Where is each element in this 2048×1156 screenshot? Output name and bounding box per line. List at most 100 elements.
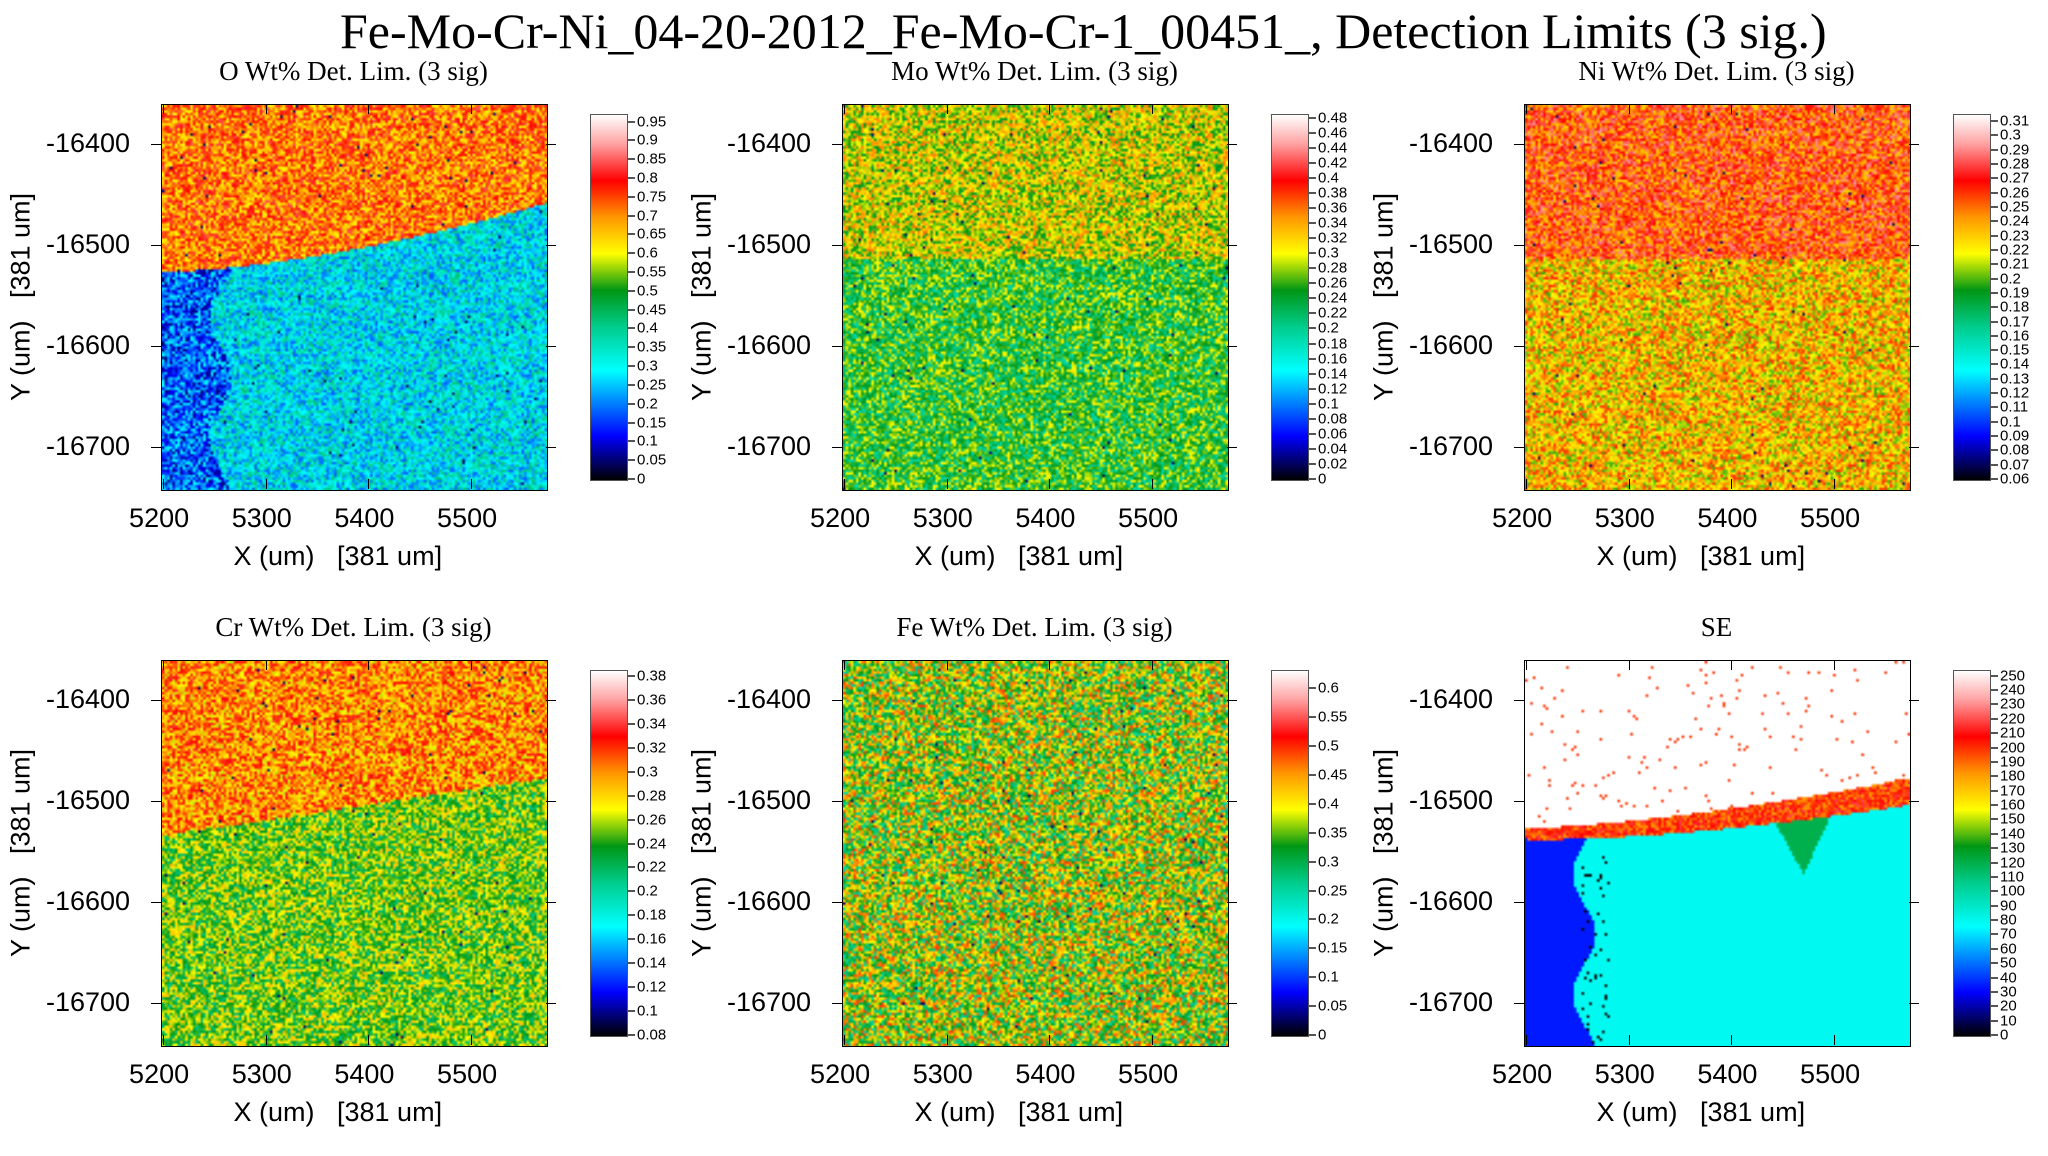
y-tick: [1227, 244, 1237, 246]
y-tick-label: -16500: [46, 784, 131, 815]
x-tick: [1834, 660, 1836, 670]
heatmap-image: [162, 105, 547, 490]
colorbar-tick: [628, 842, 635, 845]
x-tick: [368, 1035, 370, 1045]
x-tick: [1526, 104, 1528, 114]
colorbar-tick-label: 0.08: [2000, 441, 2030, 459]
colorbar-tick-label: 0.07: [2000, 456, 2030, 474]
colorbar-tick-label: 0.7: [637, 207, 658, 225]
x-tick: [471, 104, 473, 114]
colorbar-tick: [1991, 904, 1998, 907]
colorbar-tick-label: 240: [2000, 681, 2026, 699]
x-tick: [163, 479, 165, 489]
colorbar-tick-label: 0.22: [637, 858, 667, 876]
colorbar-tick-label: 0.17: [2000, 313, 2030, 331]
colorbar-tick-label: 0.65: [637, 225, 667, 243]
y-tick: [832, 1003, 842, 1005]
colorbar-tick: [1309, 357, 1316, 360]
heatmap-plot: [842, 104, 1229, 491]
y-tick: [151, 244, 161, 246]
x-tick: [946, 104, 948, 114]
colorbar-tick-label: 0.6: [637, 244, 658, 262]
y-tick: [1909, 902, 1919, 904]
y-tick-label: -16500: [727, 784, 812, 815]
colorbar-tick: [1991, 248, 1998, 251]
colorbar-tick: [1309, 947, 1316, 950]
colorbar-tick-label: 0.11: [2000, 398, 2029, 416]
colorbar-tick: [628, 158, 635, 161]
y-tick: [832, 346, 842, 348]
figure-title: Fe-Mo-Cr-Ni_04-20-2012_Fe-Mo-Cr-1_00451_…: [340, 3, 1827, 59]
y-tick-label: -16600: [46, 330, 131, 361]
x-tick: [163, 660, 165, 670]
colorbar-tick: [1991, 746, 1998, 749]
colorbar-tick: [628, 252, 635, 255]
colorbar-tick-label: 0.42: [1318, 154, 1348, 172]
heatmap-plot: [1524, 104, 1911, 491]
x-tick: [471, 1035, 473, 1045]
colorbar-tick-label: 180: [2000, 767, 2026, 785]
x-tick-label: 5400: [1697, 503, 1758, 533]
colorbar-tick-label: 0.04: [1318, 440, 1348, 458]
colorbar-tick: [1991, 847, 1998, 850]
colorbar-tick-label: 0.16: [2000, 327, 2030, 345]
x-tick: [1049, 660, 1051, 670]
y-tick-label: -16400: [1409, 127, 1494, 158]
colorbar-tick-label: 110: [2000, 868, 2024, 886]
colorbar-tick-label: 0.12: [2000, 384, 2030, 402]
colorbar-tick: [628, 383, 635, 386]
colorbar-tick-label: 0.24: [637, 835, 667, 853]
colorbar-tick: [1309, 402, 1316, 405]
colorbar-tick: [1991, 420, 1998, 423]
colorbar-tick: [628, 1010, 635, 1013]
x-tick: [163, 104, 165, 114]
colorbar-tick: [1991, 306, 1998, 309]
y-tick-label: -16500: [1409, 784, 1494, 815]
colorbar-tick: [1309, 161, 1316, 164]
colorbar-tick: [1991, 804, 1998, 807]
y-tick-label: -16600: [1409, 886, 1494, 917]
panel-title: Ni Wt% Det. Lim. (3 sig): [1578, 56, 1855, 86]
colorbar-tick: [1309, 282, 1316, 285]
y-axis-label: Y (um) [381 um]: [5, 748, 36, 957]
colorbar-tick: [1991, 789, 1998, 792]
colorbar-tick: [1991, 363, 1998, 366]
colorbar-tick-label: 0.28: [2000, 155, 2030, 173]
colorbar-tick: [628, 120, 635, 123]
colorbar-tick: [1991, 976, 1998, 979]
x-tick-label: 5500: [1800, 503, 1861, 533]
colorbar-tick-label: 0.34: [1318, 214, 1348, 232]
colorbar-tick-label: 0.36: [637, 691, 667, 709]
colorbar-tick-label: 0.21: [2000, 255, 2030, 273]
y-tick: [1909, 244, 1919, 246]
colorbar-tick-label: 0.32: [1318, 229, 1348, 247]
colorbar-tick: [1309, 860, 1316, 863]
colorbar-tick-label: 190: [2000, 753, 2026, 771]
y-tick: [832, 143, 842, 145]
colorbar-tick-label: 0.45: [1318, 766, 1348, 784]
colorbar-tick-label: 0.06: [1318, 425, 1348, 443]
colorbar-tick-label: 0.5: [1318, 737, 1339, 755]
y-tick-label: -16400: [727, 127, 812, 158]
x-tick: [1152, 660, 1154, 670]
colorbar-tick: [1309, 831, 1316, 834]
heatmap-plot: [842, 660, 1229, 1047]
y-tick-label: -16700: [1409, 431, 1494, 462]
colorbar-tick-label: 90: [2000, 897, 2017, 915]
colorbar-tick-label: 80: [2000, 911, 2017, 929]
x-tick-label: 5200: [810, 1059, 871, 1089]
colorbar-tick-label: 0.34: [637, 715, 667, 733]
x-tick-label: 5200: [810, 503, 871, 533]
x-tick: [1526, 1035, 1528, 1045]
y-tick-label: -16700: [727, 431, 812, 462]
y-tick-label: -16600: [1409, 330, 1494, 361]
x-tick-label: 5500: [1118, 1059, 1179, 1089]
colorbar-tick-label: 0.27: [2000, 169, 2030, 187]
colorbar-tick: [1991, 320, 1998, 323]
colorbar-tick: [1309, 687, 1316, 690]
y-tick: [546, 1003, 556, 1005]
colorbar-tick-label: 0.46: [1318, 124, 1348, 142]
colorbar-tick: [1991, 220, 1998, 223]
colorbar-tick: [1309, 976, 1316, 979]
x-tick-label: 5200: [1492, 1059, 1553, 1089]
